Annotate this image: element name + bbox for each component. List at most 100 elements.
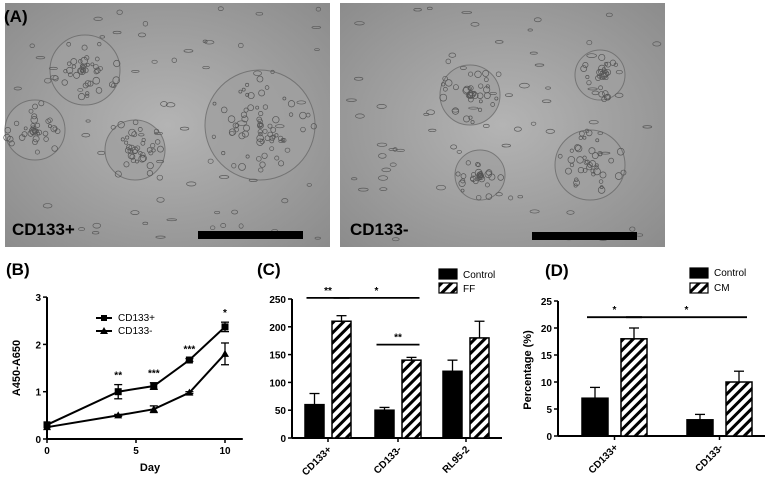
cell [243,107,249,113]
y-tick-label: 0 [280,434,286,445]
x-tick-label: CD133- [372,444,404,476]
panel-a-label: (A) [4,7,28,26]
cell [460,173,467,179]
cell [240,111,248,118]
cell [598,179,604,184]
cell [70,58,78,65]
cell [179,126,190,131]
cell [605,12,613,18]
cell [123,161,130,168]
cell [451,108,459,113]
cell [258,89,266,97]
cell [233,127,239,133]
cell [275,124,285,129]
cell [138,133,145,137]
cell [586,53,597,58]
cell [269,146,275,151]
cell [73,71,80,79]
y-tick-label: 25 [541,297,553,308]
cell [262,128,268,134]
cell [90,62,95,67]
x-axis-label: Day [140,462,161,474]
cell [600,70,605,75]
cell [48,124,52,128]
cell [484,170,492,178]
cell [31,113,38,120]
cell [85,119,91,123]
cell [245,92,250,97]
data-point [185,388,194,396]
cell [574,177,579,183]
cell [310,123,317,130]
cell [21,131,28,138]
cell [495,192,503,197]
cell [236,120,248,126]
cell [483,123,490,129]
cell [584,128,590,134]
cell [573,179,580,187]
legend-label-control: Control [714,268,746,279]
cell [207,158,214,164]
cell [599,185,604,190]
cell [465,91,473,99]
cell [585,75,590,80]
cell [597,186,606,194]
significance-marker: ** [114,371,122,382]
cell [120,137,125,142]
cell [598,85,603,91]
cell [146,170,153,177]
cell [376,142,388,147]
cell [241,87,246,92]
cell [597,74,602,79]
cell [602,70,610,77]
cell [605,61,611,68]
cell [529,209,540,214]
cell [517,195,524,199]
cell [81,133,91,138]
cell [296,100,307,105]
cell [485,193,493,200]
cell [258,110,264,117]
cell [125,147,132,154]
legend-label-control: Control [463,270,495,281]
cell [599,171,607,179]
cell [211,134,216,139]
cell [171,57,177,63]
cell [603,75,609,81]
cell [591,90,600,96]
cell [50,125,58,133]
cell [545,128,555,134]
x-tick-label: RL95-2 [441,444,473,476]
cell [445,58,452,65]
cell [485,169,493,176]
cell [478,171,483,175]
cell [573,183,578,188]
cell [597,151,603,157]
cell [142,221,149,226]
x-tick-label: 0 [44,446,50,457]
cell [220,222,227,228]
bar-cm-cd133+ [620,338,648,437]
cell [452,84,459,91]
cell [150,143,156,149]
cell [391,237,400,242]
bar-ff-rl95-2 [469,337,490,439]
cell [490,102,496,107]
cell [85,93,90,99]
panel-c: (C) Control FF 0 50 100 150 200 250 CD133+ CD13… [257,260,502,478]
cell [274,155,280,161]
cell [255,105,260,110]
cell [155,139,161,145]
y-tick-label: 100 [269,378,286,389]
cell [154,131,163,135]
cell [245,154,250,159]
cell [264,85,270,90]
cell [485,182,490,188]
cell [97,150,106,156]
legend-label-cd133-positive: CD133+ [118,313,155,324]
cell [588,120,599,125]
cell [282,96,287,101]
cell [567,156,576,164]
significance-marker: * [613,305,617,316]
cell [594,163,599,168]
